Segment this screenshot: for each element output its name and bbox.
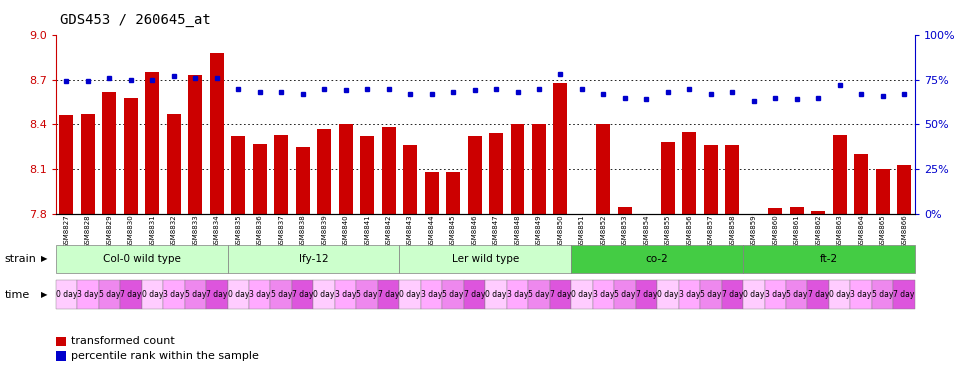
Text: ▶: ▶ — [41, 254, 48, 264]
Bar — [876, 169, 890, 214]
Text: transformed count: transformed count — [71, 336, 175, 346]
Bar — [296, 147, 310, 214]
Text: co-2: co-2 — [646, 254, 668, 264]
Text: 3 day: 3 day — [420, 290, 443, 299]
Text: 3 day: 3 day — [851, 290, 872, 299]
Text: 3 day: 3 day — [335, 290, 356, 299]
Bar — [124, 97, 138, 214]
Bar — [103, 92, 116, 214]
Text: 7 day: 7 day — [120, 290, 141, 299]
Bar — [704, 145, 718, 214]
Text: 7 day: 7 day — [206, 290, 228, 299]
Bar — [618, 207, 632, 214]
Text: 7 day: 7 day — [378, 290, 399, 299]
Bar — [854, 154, 868, 214]
Bar — [167, 114, 180, 214]
Text: 7 day: 7 day — [636, 290, 657, 299]
Bar — [596, 124, 611, 214]
Text: 0 day: 0 day — [743, 290, 764, 299]
Bar — [145, 72, 159, 214]
Bar — [382, 127, 396, 214]
Bar — [554, 83, 567, 214]
Bar — [811, 211, 826, 214]
Text: 0 day: 0 day — [228, 290, 249, 299]
Text: 5 day: 5 day — [872, 290, 894, 299]
Text: 0 day: 0 day — [658, 290, 679, 299]
Bar — [683, 132, 696, 214]
Bar — [252, 144, 267, 214]
Bar — [360, 137, 374, 214]
Text: 0 day: 0 day — [829, 290, 851, 299]
Text: 0 day: 0 day — [314, 290, 335, 299]
Bar — [726, 145, 739, 214]
Text: 7 day: 7 day — [722, 290, 743, 299]
Text: time: time — [5, 290, 30, 300]
Bar — [532, 124, 546, 214]
Bar — [468, 137, 482, 214]
Text: 3 day: 3 day — [764, 290, 786, 299]
Text: 3 day: 3 day — [249, 290, 271, 299]
Text: 5 day: 5 day — [99, 290, 120, 299]
Text: 0 day: 0 day — [571, 290, 592, 299]
Bar — [489, 133, 503, 214]
Bar — [898, 165, 911, 214]
Text: 5 day: 5 day — [356, 290, 378, 299]
Text: 0 day: 0 day — [486, 290, 507, 299]
Bar — [275, 135, 288, 214]
Text: 7 day: 7 day — [807, 290, 828, 299]
Bar — [317, 129, 331, 214]
Text: 3 day: 3 day — [77, 290, 99, 299]
Bar — [60, 115, 73, 214]
Text: GDS453 / 260645_at: GDS453 / 260645_at — [60, 13, 211, 27]
Bar — [660, 142, 675, 214]
Text: 3 day: 3 day — [163, 290, 184, 299]
Text: strain: strain — [5, 254, 36, 264]
Text: 7 day: 7 day — [550, 290, 571, 299]
Text: 5 day: 5 day — [271, 290, 292, 299]
Text: 0 day: 0 day — [399, 290, 420, 299]
Text: Col-0 wild type: Col-0 wild type — [103, 254, 180, 264]
Text: 0 day: 0 day — [56, 290, 77, 299]
Text: percentile rank within the sample: percentile rank within the sample — [71, 351, 259, 361]
Bar — [832, 135, 847, 214]
Text: ▶: ▶ — [41, 290, 48, 299]
Bar — [231, 137, 245, 214]
Text: 7 day: 7 day — [464, 290, 485, 299]
Bar — [424, 172, 439, 214]
Text: Ler wild type: Ler wild type — [451, 254, 519, 264]
Text: 3 day: 3 day — [592, 290, 614, 299]
Bar — [511, 124, 524, 214]
Text: 5 day: 5 day — [786, 290, 807, 299]
Text: lfy-12: lfy-12 — [299, 254, 328, 264]
Bar — [446, 172, 460, 214]
Text: 3 day: 3 day — [679, 290, 700, 299]
Bar — [81, 114, 95, 214]
Text: 5 day: 5 day — [614, 290, 636, 299]
Text: 3 day: 3 day — [507, 290, 528, 299]
Bar — [747, 214, 760, 217]
Text: 7 day: 7 day — [894, 290, 915, 299]
Text: 5 day: 5 day — [700, 290, 722, 299]
Bar — [188, 75, 203, 214]
Text: ft-2: ft-2 — [820, 254, 838, 264]
Bar — [790, 207, 804, 214]
Text: 5 day: 5 day — [443, 290, 464, 299]
Bar — [339, 124, 352, 214]
Bar — [575, 214, 588, 221]
Text: 5 day: 5 day — [528, 290, 550, 299]
Text: 5 day: 5 day — [184, 290, 206, 299]
Bar — [768, 208, 782, 214]
Text: 7 day: 7 day — [292, 290, 313, 299]
Text: 0 day: 0 day — [142, 290, 163, 299]
Bar — [403, 145, 417, 214]
Bar — [210, 53, 224, 214]
